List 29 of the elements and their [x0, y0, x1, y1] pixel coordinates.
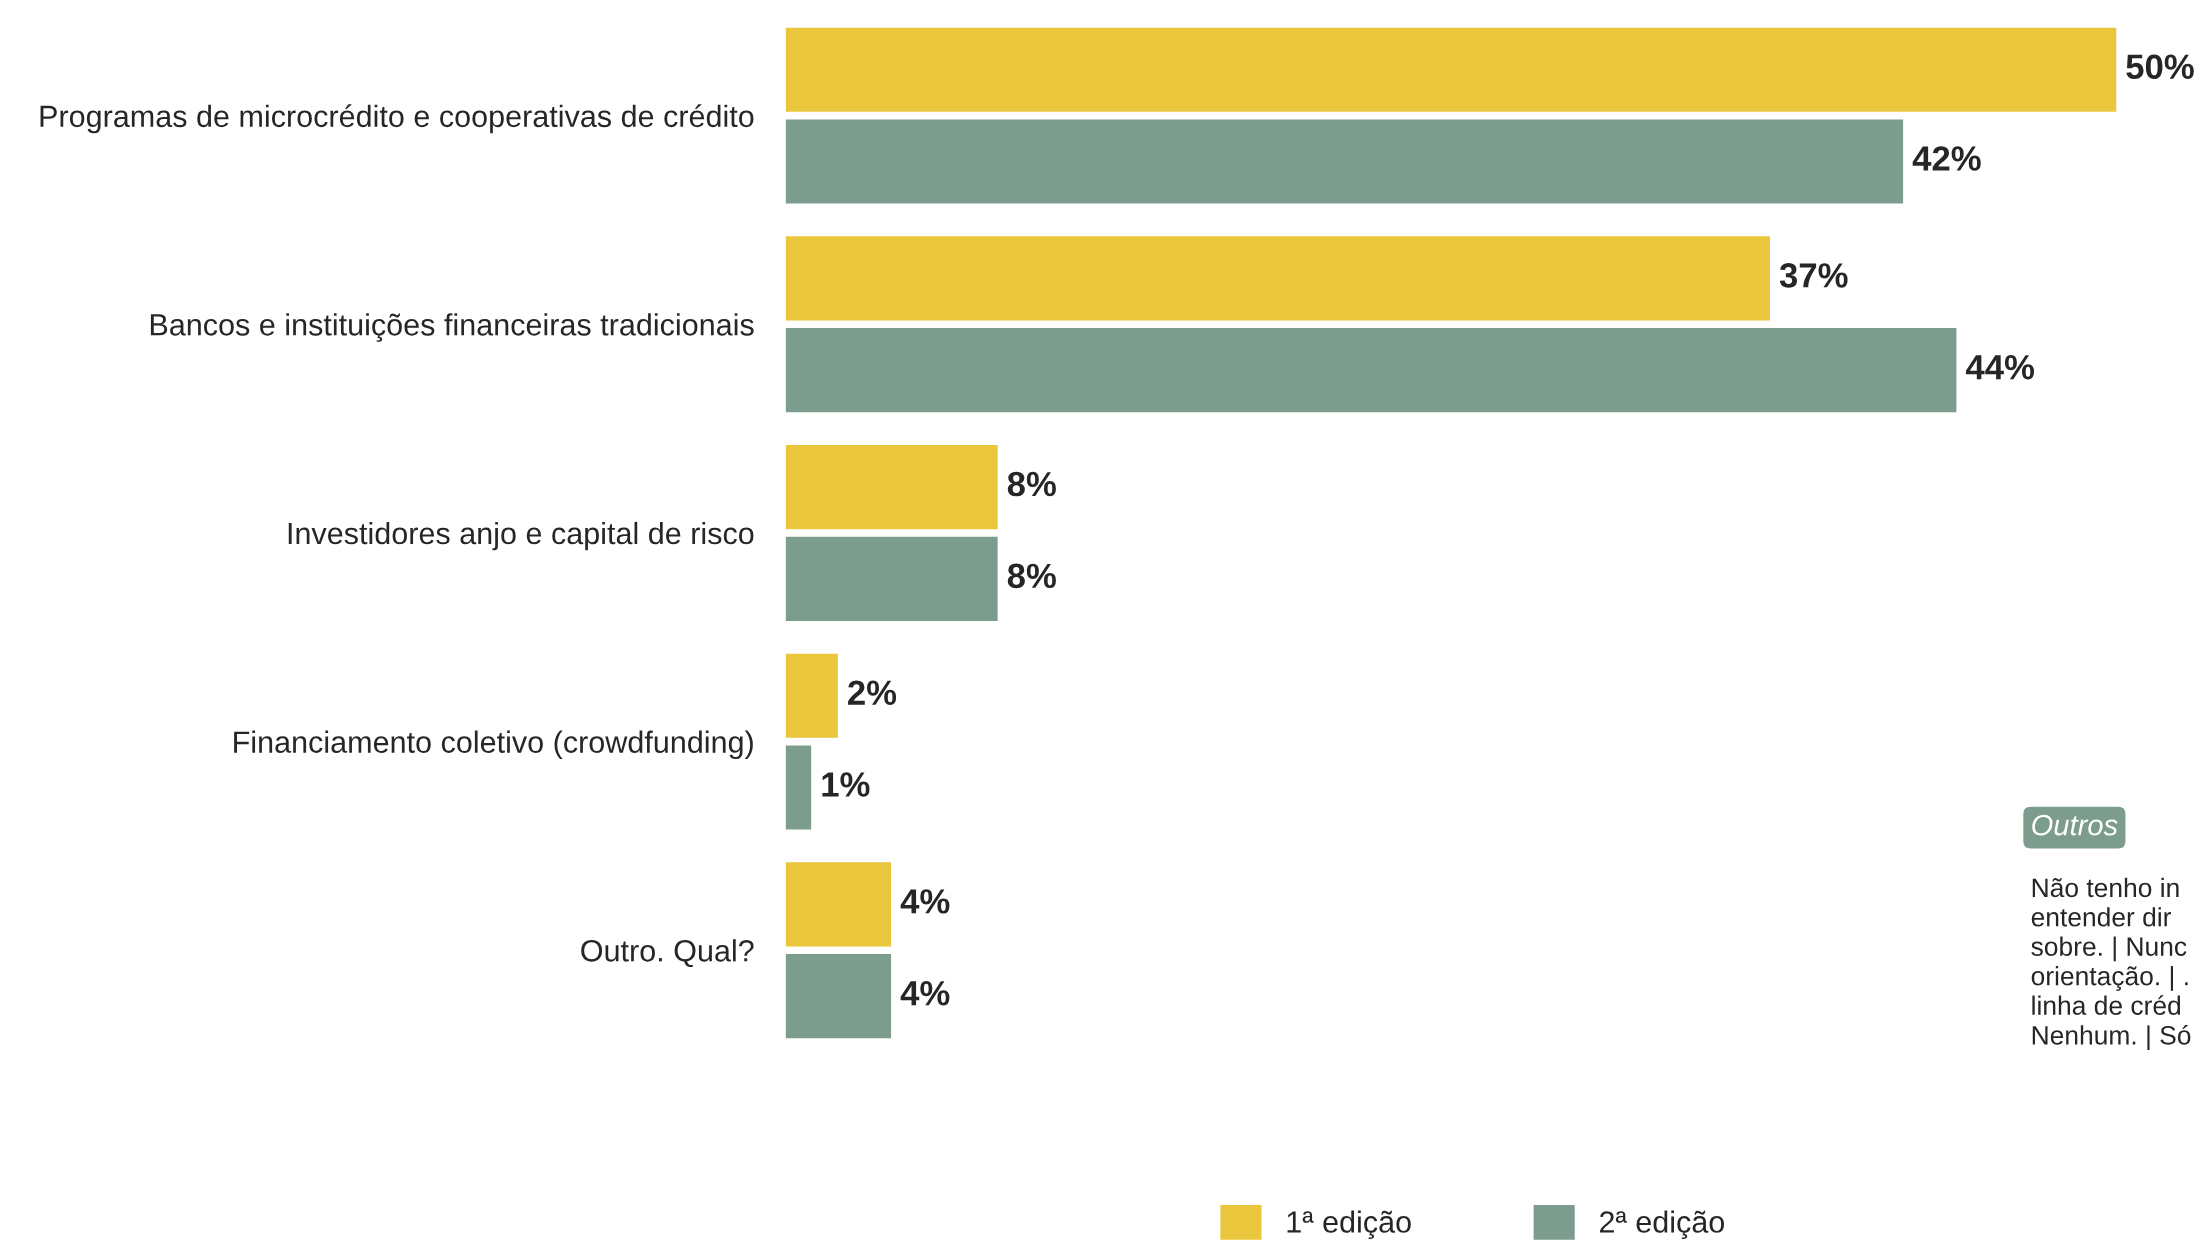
data-label: 50% [2126, 54, 2194, 80]
bar [785, 118, 1905, 205]
data-label: 8% [1007, 563, 1056, 589]
legend-label: 1ª edição [1287, 1210, 1411, 1240]
bar [785, 744, 813, 831]
y-tick-label: Outro. Qual? [581, 939, 754, 968]
data-label: 42% [1912, 146, 1981, 171]
y-tick-label: Programas de microcrédito e cooperativas de crédito [40, 104, 754, 134]
bar [785, 326, 1958, 414]
data-label: 37% [1779, 263, 1848, 288]
data-label: 44% [1965, 355, 2034, 380]
bar [785, 860, 893, 948]
legend-label: 2ª edição [1600, 1210, 1725, 1240]
data-label: 2% [848, 680, 897, 705]
data-label: 8% [1007, 471, 1056, 497]
bar [785, 535, 1000, 623]
annotation: Outros [2032, 814, 2118, 836]
bar [785, 952, 893, 1040]
bar [785, 26, 2117, 114]
y-tick-label: Investidores anjo e capital de risco [288, 521, 754, 551]
bar [785, 652, 840, 740]
y-tick-label: Bancos e instituições financeiras tradicionais [150, 313, 754, 342]
bar [785, 443, 1000, 531]
y-tick-label: Financiamento coletivo (crowdfunding) [234, 730, 753, 760]
bar [785, 234, 1772, 322]
data-label: 4% [900, 981, 950, 1006]
annotation: Não tenho in entender dir sobre. | Nunc orientação. | . linha de créd Nenhum. | Só [2031, 877, 2191, 1051]
data-label: 1% [822, 772, 870, 797]
data-label: 4% [900, 889, 950, 914]
